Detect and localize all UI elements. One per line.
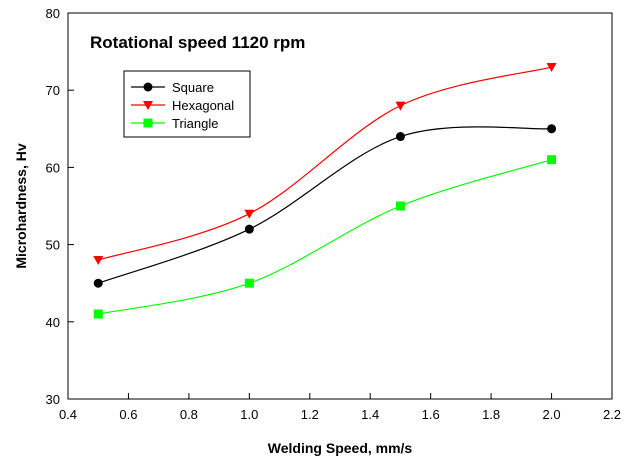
x-axis-ticks: 0.4 0.6 0.8 1.0 1.2 1.4 1.6 1.8 2.0 2.2 [59,393,621,422]
x-tick-label: 0.6 [119,407,137,422]
x-tick-label: 2.2 [603,407,621,422]
data-point-triangle [244,278,254,288]
series-lines [98,66,552,315]
data-point-hexagonal [395,101,406,111]
legend-label-square: Square [172,80,214,95]
data-point-square [244,224,254,234]
data-point-hexagonal [244,209,255,219]
x-tick-label: 1.4 [361,407,379,422]
y-axis-title: Microhardness, Hv [13,143,29,268]
y-tick-label: 30 [46,392,60,407]
legend-marker-triangle [143,118,153,128]
y-axis-ticks: 30 40 50 60 70 80 [46,6,74,407]
y-tick-label: 80 [46,6,60,21]
x-tick-label: 1.6 [422,407,440,422]
x-tick-label: 1.8 [482,407,500,422]
x-tick-label: 0.8 [180,407,198,422]
x-axis-title: Welding Speed, mm/s [268,440,413,456]
y-tick-label: 60 [46,160,60,175]
x-tick-label: 2.0 [543,407,561,422]
series-line-triangle [98,159,552,315]
legend-label-hexagonal: Hexagonal [172,98,234,113]
data-point-triangle [93,309,103,319]
y-tick-label: 40 [46,315,60,330]
y-tick-label: 50 [46,238,60,253]
series-line-square [98,126,552,284]
x-tick-label: 1.0 [240,407,258,422]
data-point-hexagonal [93,256,104,266]
data-point-square [395,132,405,142]
legend-marker-square [143,82,153,92]
x-tick-label: 0.4 [59,407,77,422]
chart-title: Rotational speed 1120 rpm [90,33,305,52]
legend: Square Hexagonal Triangle [123,70,251,138]
legend-marker-hexagonal [143,101,153,110]
series-markers [93,63,557,319]
data-point-hexagonal [546,63,557,73]
series-line-hexagonal [98,66,552,261]
legend-label-triangle: Triangle [172,116,218,131]
data-point-triangle [547,155,557,165]
data-point-square [93,278,103,288]
data-point-triangle [395,201,405,211]
x-tick-label: 1.2 [301,407,319,422]
data-point-square [547,124,557,134]
y-tick-label: 70 [46,83,60,98]
